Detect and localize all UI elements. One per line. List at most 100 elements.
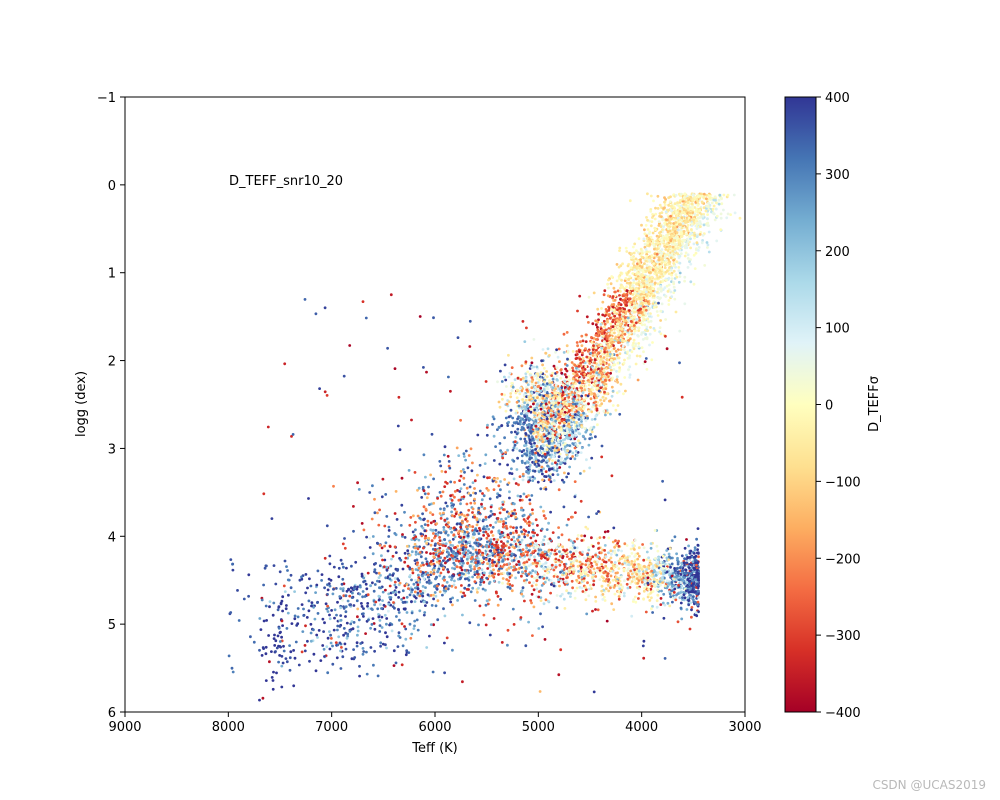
data-point [565,331,569,334]
data-point [512,568,515,572]
data-point [605,567,609,570]
data-point [629,256,633,259]
data-point [598,557,602,561]
data-point [344,594,348,598]
data-point [608,313,611,316]
data-point [610,567,613,570]
data-point [356,629,360,633]
data-point [542,602,546,606]
data-point [488,557,492,561]
data-point [683,254,687,258]
data-point [625,250,629,253]
data-point [632,255,635,258]
data-point [637,266,641,270]
data-point [417,573,420,577]
data-point [644,248,648,251]
data-point [652,578,656,581]
data-point [578,357,582,361]
data-point [602,293,606,297]
data-point [556,473,560,476]
data-point [655,310,659,313]
data-point [601,331,604,335]
data-point [645,266,649,270]
data-point [607,578,611,581]
data-point [597,351,600,355]
data-point [501,581,504,585]
data-point [449,600,453,604]
data-point [634,362,638,366]
data-point [606,358,609,362]
data-point [628,324,632,327]
data-point [664,294,668,298]
data-point [714,198,717,202]
data-point [617,277,621,281]
data-point [620,549,623,553]
data-point [401,600,405,604]
data-point [588,380,591,384]
data-point [542,574,546,577]
data-point [580,539,584,542]
data-point [575,350,579,353]
data-point [599,355,602,358]
data-point [361,590,365,593]
data-point [300,603,304,606]
data-point [625,281,629,285]
data-point [696,200,700,203]
data-point [564,445,567,449]
data-point [373,570,376,574]
data-point [623,542,627,546]
data-point [364,582,368,586]
data-point [682,571,686,575]
data-point [345,636,349,640]
data-point [619,271,623,275]
data-point [610,275,614,278]
data-point [551,531,555,534]
data-point [341,562,344,566]
data-point [695,614,699,618]
data-point [585,458,588,462]
data-point [560,592,564,596]
data-point [631,272,635,275]
data-point [624,389,627,393]
data-point [660,589,663,593]
data-point [627,297,631,301]
data-point [387,592,391,596]
data-point [648,332,652,336]
data-point [604,564,608,568]
data-point [620,556,624,560]
data-point [645,263,649,267]
data-point [630,311,634,315]
data-point [394,590,398,594]
data-point [284,657,288,660]
data-point [678,261,682,265]
data-point [387,535,391,538]
data-point [681,596,684,599]
data-point [568,566,572,569]
data-point [651,605,654,608]
data-point [645,367,649,371]
data-point [332,628,336,632]
data-point [621,344,625,348]
data-point [368,536,372,540]
data-point [410,578,413,582]
data-point [460,554,464,558]
data-point [633,563,636,566]
data-point [607,286,610,290]
data-point [666,269,669,273]
data-point [366,593,370,597]
data-point [649,210,653,213]
data-point [288,644,291,647]
data-point [738,216,742,220]
data-point [667,276,671,280]
data-point [377,576,381,580]
data-point [631,308,635,312]
data-point [658,297,661,301]
data-point [497,564,501,568]
data-point [268,600,272,603]
data-point [612,303,616,306]
data-point [341,589,345,593]
data-point [613,561,617,564]
data-point [617,265,621,269]
data-point [610,378,614,382]
data-point [562,563,566,566]
